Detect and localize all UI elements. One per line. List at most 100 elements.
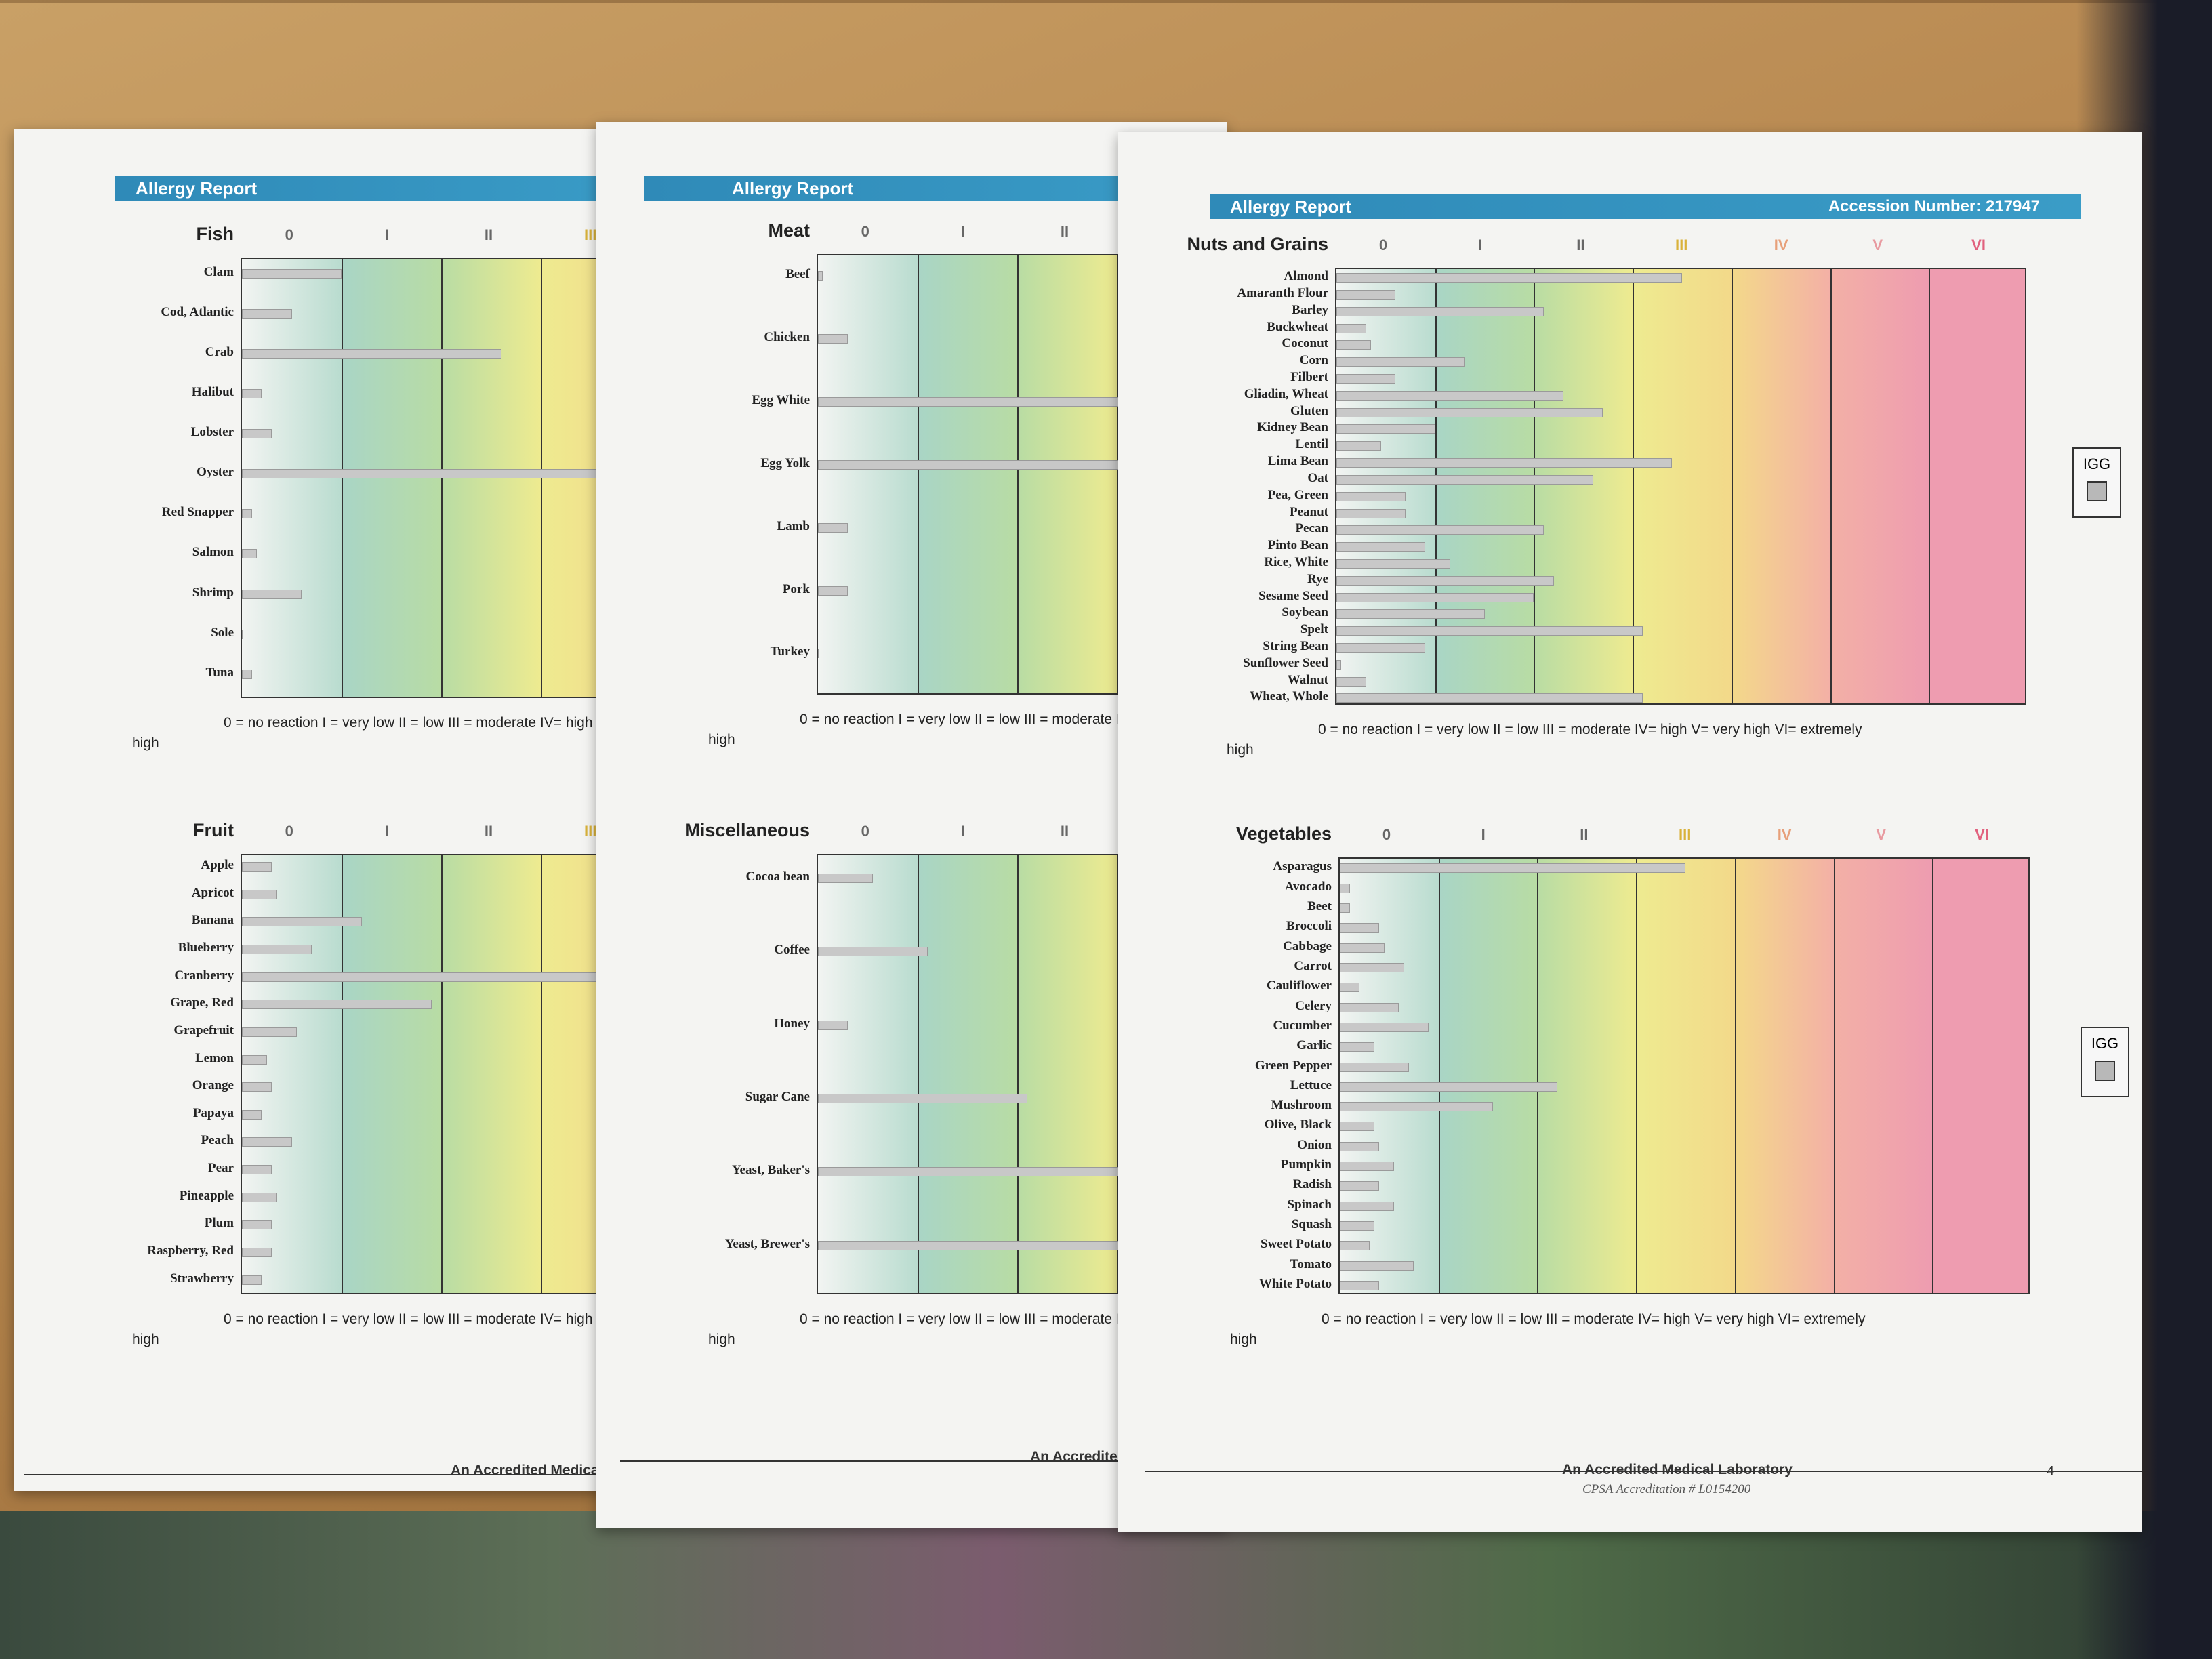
class-divider — [918, 855, 920, 1293]
class-heading: III — [584, 823, 597, 840]
class-heading: I — [384, 823, 389, 840]
chart-title: Nuts and Grains — [1187, 234, 1328, 254]
category-label: String Bean — [1263, 638, 1328, 653]
category-label: Broccoli — [1286, 919, 1332, 934]
bar — [1340, 1221, 1374, 1231]
bar — [818, 947, 928, 957]
category-label: Yeast, Baker's — [731, 1163, 810, 1178]
class-divider — [1435, 269, 1437, 703]
category-label: Clam — [203, 264, 234, 279]
bar — [1336, 676, 1366, 687]
bar — [818, 874, 873, 884]
bar — [818, 1020, 848, 1030]
bar — [1340, 1241, 1370, 1251]
class-band — [918, 855, 1018, 1293]
class-divider — [1636, 859, 1638, 1293]
chart-title: Meat — [768, 220, 810, 241]
class-divider — [1537, 859, 1539, 1293]
bar — [1336, 273, 1682, 283]
class-band — [1830, 269, 1929, 703]
category-label: Red Snapper — [161, 505, 234, 520]
report-header-band: Allergy Report Accession Number: 217947 — [1210, 194, 2081, 219]
class-band — [1731, 269, 1830, 703]
class-divider — [1633, 269, 1635, 703]
footer-lab: An Accredited Medical Laboratory — [1562, 1462, 1793, 1477]
bar — [242, 1054, 267, 1065]
class-heading: VI — [1975, 826, 1989, 843]
class-divider — [1830, 269, 1832, 703]
class-heading: II — [1060, 823, 1069, 840]
bar — [1336, 542, 1426, 552]
category-label: Buckwheat — [1267, 319, 1328, 334]
report-title: Allergy Report — [1230, 197, 1352, 217]
category-label: Cauliflower — [1266, 979, 1332, 994]
bar — [1336, 407, 1603, 417]
class-band — [1833, 859, 1933, 1293]
class-divider — [1534, 269, 1536, 703]
bar — [1340, 1102, 1493, 1112]
class-band — [1435, 269, 1534, 703]
bar — [1336, 626, 1643, 636]
category-label: Oyster — [197, 465, 234, 480]
chart-title: Fish — [196, 224, 234, 244]
class-heading: 0 — [285, 226, 293, 243]
category-label: Tomato — [1290, 1256, 1332, 1271]
class-divider — [1929, 269, 1931, 703]
class-band — [342, 855, 442, 1293]
bar — [242, 389, 262, 399]
bar — [818, 649, 819, 659]
bar — [1340, 1261, 1414, 1271]
category-label: Apple — [201, 858, 234, 873]
class-legend-high: high — [132, 1332, 159, 1347]
category-label: Lobster — [190, 425, 234, 440]
chart-panel-vegetables: Vegetables 0 I II III IV V VI Asparagus Avocado Be… — [1118, 817, 2142, 1359]
class-heading: IV — [1774, 237, 1788, 253]
class-heading: 0 — [861, 223, 869, 240]
class-divider — [1833, 859, 1835, 1293]
category-label: Strawberry — [170, 1271, 234, 1286]
class-band — [918, 255, 1018, 693]
bar — [818, 396, 1147, 407]
class-heading: 0 — [1378, 237, 1388, 253]
category-label: Radish — [1292, 1177, 1332, 1192]
class-band — [1534, 269, 1633, 703]
category-label: Pumpkin — [1281, 1158, 1332, 1172]
class-band — [441, 855, 541, 1293]
category-label: Plum — [204, 1216, 234, 1231]
class-legend-high: high — [1230, 1332, 1257, 1347]
category-label: Peach — [201, 1133, 234, 1148]
page-number: 4 — [2047, 1464, 2055, 1479]
bar — [242, 268, 342, 279]
category-label: Sunflower Seed — [1243, 655, 1328, 670]
category-label: Garlic — [1296, 1038, 1332, 1053]
bar — [818, 1094, 1027, 1104]
category-label: Cod, Atlantic — [161, 304, 234, 319]
footer-rule — [620, 1460, 1227, 1462]
igg-legend-box: IGG — [2072, 447, 2121, 518]
category-label: Honey — [774, 1016, 810, 1031]
category-label: Olive, Black — [1264, 1118, 1332, 1132]
class-divider — [1117, 255, 1119, 693]
bar — [1340, 1181, 1380, 1191]
footer-accreditation: CPSA Accreditation # L0154200 — [1582, 1482, 1751, 1496]
class-heading: III — [1679, 826, 1692, 843]
category-label: Almond — [1284, 269, 1328, 284]
chart-title: Vegetables — [1235, 823, 1332, 844]
bar — [1340, 1141, 1380, 1151]
category-label: Salmon — [192, 545, 234, 560]
bar — [1336, 474, 1593, 485]
class-band — [1438, 859, 1538, 1293]
category-label: Pea, Green — [1267, 487, 1328, 502]
category-label: Corn — [1299, 353, 1328, 368]
bar — [818, 1167, 1147, 1177]
bar — [242, 1247, 272, 1257]
category-label: Orange — [192, 1078, 234, 1093]
category-label: Cucumber — [1273, 1018, 1332, 1033]
igg-legend-box: IGG — [2081, 1027, 2129, 1097]
category-label: Rice, White — [1264, 554, 1328, 569]
accession-number: Accession Number: 217947 — [1828, 197, 2040, 216]
bar — [1336, 642, 1426, 653]
category-label: Pinto Bean — [1267, 538, 1328, 553]
bar — [242, 1137, 292, 1147]
bar — [1336, 525, 1544, 535]
